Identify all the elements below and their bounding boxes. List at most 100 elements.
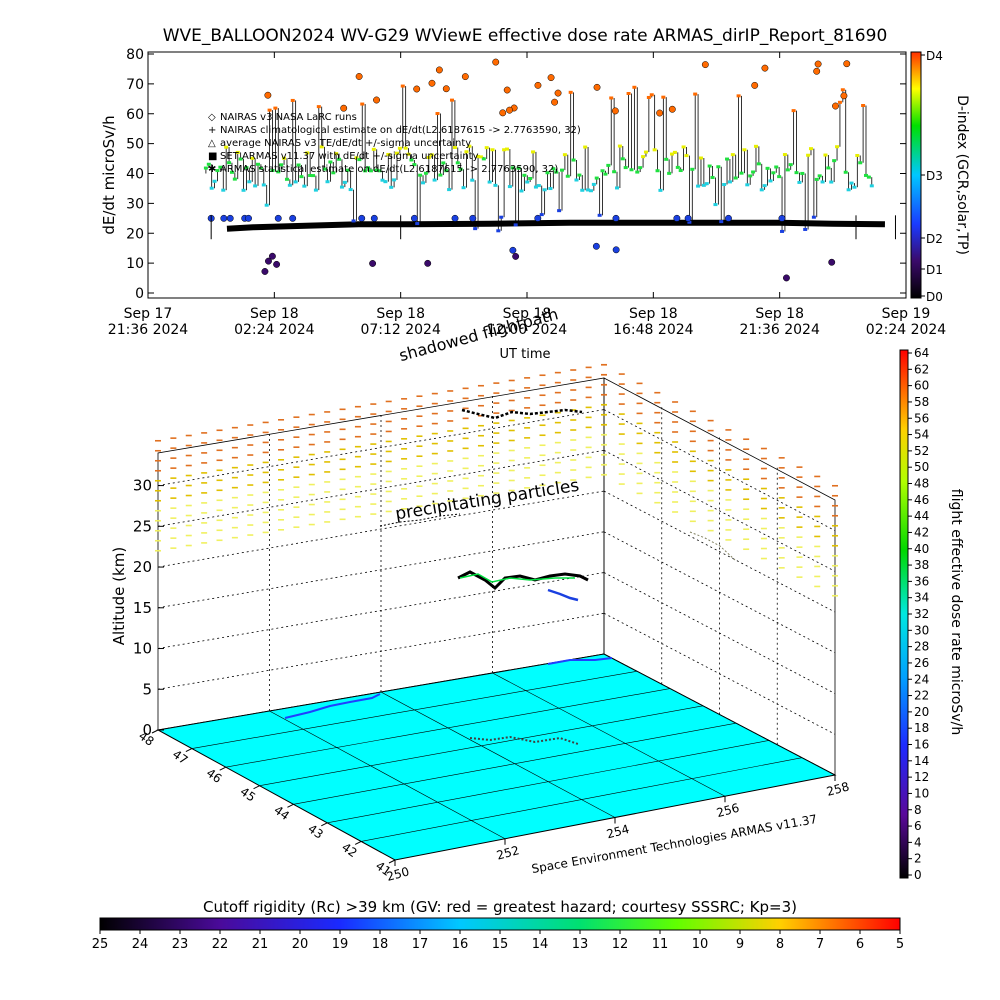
- outlier-point: [593, 83, 601, 91]
- altitude-tick-label: 25: [133, 517, 152, 535]
- nairas-point: [690, 167, 695, 171]
- altitude-tick-label: 10: [133, 640, 152, 658]
- outlier-point: [684, 214, 692, 222]
- outlier-point: [428, 79, 436, 87]
- nairas-point: [603, 172, 608, 176]
- nairas-point: [377, 169, 382, 173]
- nairas-point: [490, 148, 495, 152]
- flightpath-segment: [457, 570, 589, 591]
- x-tick-label-time: 16:48 2024: [613, 322, 694, 338]
- latitude-tick-mark: [185, 748, 193, 753]
- nairas-point: [441, 161, 446, 165]
- altitude-tick-label: 30: [133, 477, 152, 495]
- outlier-point: [828, 258, 836, 266]
- nairas-point: [345, 168, 350, 172]
- nairas-point: [418, 173, 423, 177]
- outlier-point: [355, 73, 363, 80]
- nairas-point: [594, 176, 599, 180]
- x-tick-label-time: 07:12 2024: [360, 322, 441, 338]
- top-legend: ◇ NAIRAS v3 NASA LaRC runs + NAIRAS climato…: [208, 112, 581, 175]
- dose-tick-label: 6: [914, 819, 922, 833]
- nairas-point: [305, 151, 310, 155]
- nairas-point: [293, 180, 298, 184]
- nairas-point: [609, 96, 614, 100]
- dindex-tick-label: D2: [926, 232, 943, 246]
- nairas-point: [684, 154, 689, 158]
- nairas-point: [455, 161, 460, 165]
- nairas-point: [753, 144, 758, 148]
- y-tick-label: 40: [126, 167, 144, 183]
- outlier-point: [534, 214, 542, 222]
- dose-columns: [155, 363, 838, 597]
- nairas-point: [725, 157, 730, 161]
- outlier-point: [370, 214, 378, 222]
- nairas-point: [412, 163, 417, 167]
- outlier-point: [509, 246, 517, 254]
- dose-tick-label: 28: [914, 640, 929, 654]
- outlier-point: [534, 81, 542, 89]
- outlier-point: [612, 214, 620, 222]
- outlier-point: [592, 242, 600, 250]
- nairas-point: [438, 173, 443, 177]
- nairas-point: [545, 171, 550, 175]
- cutoff-tick-label: 6: [856, 937, 864, 952]
- nairas-point: [606, 163, 611, 167]
- cutoff-tick-label: 18: [372, 937, 389, 952]
- x-tick-label-time: 02:24 2024: [234, 322, 315, 338]
- y-tick-label: 30: [126, 196, 144, 212]
- cutoff-tick-label: 8: [776, 937, 784, 952]
- outlier-point: [783, 274, 790, 282]
- nairas-point: [571, 158, 576, 162]
- nairas-point: [704, 182, 709, 186]
- dose-tick-label: 58: [914, 395, 929, 409]
- outlier-point: [289, 214, 297, 222]
- nairas-point: [814, 177, 819, 181]
- outlier-point: [435, 66, 443, 74]
- outlier-point: [668, 105, 676, 113]
- outlier-point: [358, 214, 366, 222]
- nairas-point: [837, 100, 842, 104]
- nairas-point: [701, 183, 706, 187]
- nairas-point: [863, 173, 868, 177]
- nairas-point: [852, 185, 857, 189]
- nairas-point: [646, 95, 651, 99]
- nairas-point: [664, 157, 669, 161]
- latitude-tick-label: 43: [305, 821, 326, 841]
- nairas-point: [791, 109, 796, 113]
- dose-tick-label: 10: [914, 786, 929, 800]
- nairas-point: [742, 148, 747, 152]
- nairas-point: [458, 167, 463, 171]
- latitude-tick-label: 45: [238, 784, 259, 804]
- nairas-point: [727, 180, 732, 184]
- nairas-point: [696, 184, 701, 188]
- latitude-tick-label: 44: [271, 803, 292, 823]
- dose-tick-label: 36: [914, 574, 929, 588]
- nairas-point: [542, 188, 547, 192]
- outlier-point: [506, 106, 513, 114]
- outlier-point: [656, 109, 664, 117]
- x-tick-label-date: Sep 18: [250, 306, 299, 322]
- right-wall-gridline: [603, 409, 836, 531]
- nairas-point: [421, 181, 426, 185]
- nairas-point: [817, 174, 822, 178]
- nairas-point: [643, 150, 648, 154]
- cutoff-tick-label: 11: [652, 937, 669, 952]
- latitude-tick-mark: [253, 785, 260, 790]
- dose-colorbar-label: flight effective dose rate microSv/h: [948, 489, 964, 735]
- nairas-point: [531, 150, 536, 154]
- nairas-point: [386, 152, 391, 156]
- latitude-tick-mark: [287, 803, 294, 808]
- nairas-point: [826, 166, 831, 170]
- nairas-point: [600, 169, 605, 173]
- chart-title: WVE_BALLOON2024 WV-G29 WViewE effective …: [163, 26, 888, 46]
- nairas-point: [562, 153, 567, 157]
- nairas-point: [840, 88, 845, 92]
- nairas-point: [316, 105, 321, 109]
- left-wall-gridline: [157, 409, 605, 486]
- cutoff-tick-label: 13: [572, 937, 589, 952]
- nairas-point: [698, 156, 703, 160]
- longitude-axis: 250 252 254 256 258: [385, 775, 851, 884]
- x-tick-label-time: 21:36 2024: [739, 322, 820, 338]
- nairas-point: [687, 220, 692, 224]
